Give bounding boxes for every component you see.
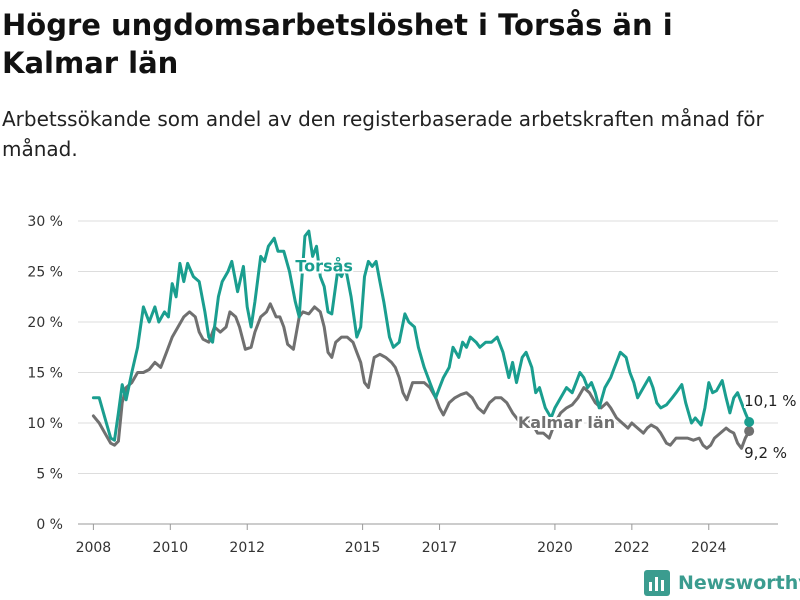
x-tick-label: 2015 [345,540,381,556]
brand-name: Newsworthy [678,572,800,594]
chart-subtitle: Arbetssökande som andel av den registerb… [2,107,764,161]
series-labels: Torsås Kalmar län 10,1 % 9,2 % [293,255,798,465]
gridlines [78,220,778,525]
y-tick-label: 10 % [27,416,63,432]
x-tick-label: 2012 [229,540,265,556]
x-tick-label: 2010 [152,540,188,556]
x-tick-label: 2022 [614,540,650,556]
series-line-1 [91,302,751,450]
x-tick-label: 2024 [691,540,727,556]
y-tick-label: 25 % [27,265,63,281]
series-line-0 [91,229,751,442]
series-end-value-label: 10,1 % [744,392,796,410]
axis-tick-labels: 0 % 5 % 10 % 15 % 20 % 25 % 30 % 2008 2010 2012 20… [27,214,726,556]
newsworthy-logo-icon [644,570,670,596]
x-tick-label: 2017 [422,540,458,556]
y-tick-label: 0 % [36,517,63,533]
y-tick-label: 20 % [27,315,63,331]
x-tick-label: 2008 [76,540,112,556]
series-end-point [744,426,755,437]
series-end-value-label: 9,2 % [744,444,787,462]
y-tick-label: 15 % [27,366,63,382]
y-tick-label: 30 % [27,214,63,230]
x-tick-label: 2020 [537,540,573,556]
series-name-label: Kalmar län [518,413,615,432]
series-end-point [744,416,755,427]
y-tick-label: 5 % [36,467,63,483]
chart-title: Högre ungdomsarbetslöshet i Torsås än i … [2,8,673,80]
brand-logo: Newsworthy [644,568,800,598]
series-name-label: Torsås [295,257,353,276]
series-lines [91,229,755,450]
